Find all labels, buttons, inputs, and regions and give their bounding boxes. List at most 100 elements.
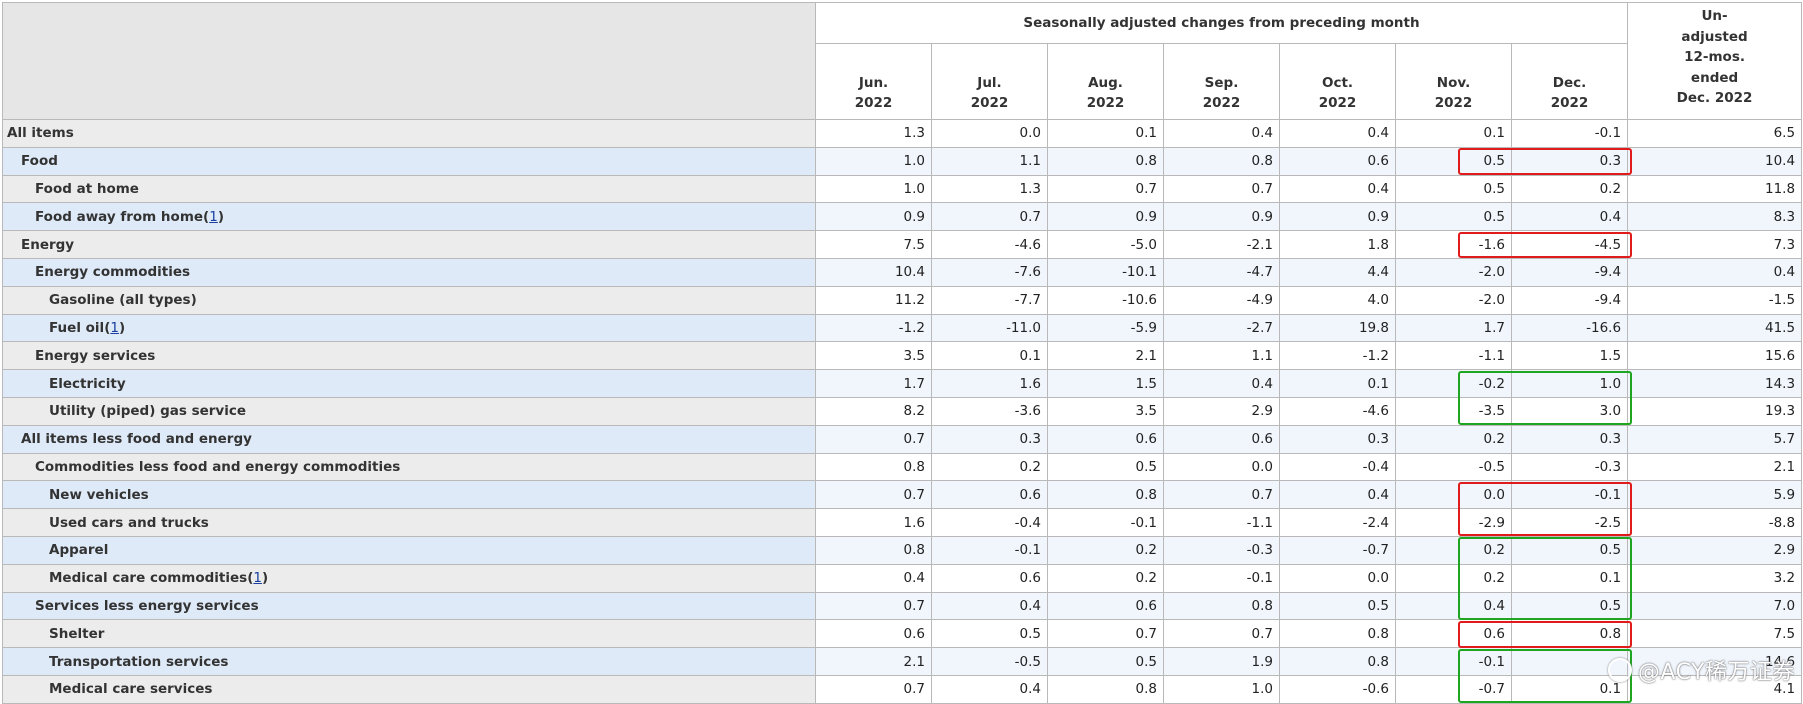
value-cell: 0.5: [1279, 591, 1396, 621]
value-cell: 0.7: [1163, 619, 1280, 649]
row-label: Shelter: [2, 619, 816, 649]
value-cell: 0.8: [1279, 619, 1396, 649]
value-cell: -2.5: [1510, 508, 1629, 537]
value-cell: -10.6: [1047, 285, 1164, 315]
value-cell: 0.0: [1279, 563, 1396, 593]
table-row: Utility (piped) gas service 8.2 -3.6 3.5 2.9…: [2, 396, 1803, 426]
value-cell: 2.1: [1047, 341, 1164, 371]
value-cell: 0.7: [1163, 480, 1280, 510]
value-cell: -0.4: [1279, 452, 1396, 482]
value-cell: -9.4: [1510, 285, 1629, 315]
value-cell: -5.0: [1047, 230, 1164, 259]
month-header: Oct. 2022: [1279, 43, 1396, 120]
table-row: Electricity 1.7 1.6 1.5 0.4 0.1 -0.2 1.0 14.3: [2, 369, 1803, 398]
value-cell: -4.7: [1163, 257, 1280, 287]
value-cell: 0.2: [931, 452, 1048, 482]
unadjusted-cell: 5.7: [1627, 424, 1803, 454]
value-cell: 0.5: [1047, 452, 1164, 482]
value-cell: 7.5: [815, 230, 932, 259]
value-cell: 0.8: [1047, 480, 1164, 510]
month-header: Aug. 2022: [1047, 43, 1164, 120]
footnote-link[interactable]: 1: [110, 319, 119, 336]
value-cell: 1.8: [1279, 230, 1396, 259]
value-cell: -4.6: [931, 230, 1048, 259]
value-cell: 0.7: [815, 591, 932, 621]
value-cell: 0.5: [1395, 202, 1512, 232]
value-cell: -0.2: [1395, 369, 1512, 398]
value-cell: -4.5: [1510, 230, 1629, 259]
value-cell: -11.0: [931, 313, 1048, 343]
value-cell: 0.0: [1395, 480, 1512, 510]
table-row: Apparel 0.8 -0.1 0.2 -0.3 -0.7 0.2 0.5 2.9: [2, 535, 1803, 565]
row-label: Utility (piped) gas service: [2, 396, 816, 426]
table-row: All items less food and energy 0.7 0.3 0.6 0…: [2, 424, 1803, 454]
value-cell: 0.4: [1279, 174, 1396, 204]
value-cell: 0.2: [1395, 563, 1512, 593]
value-cell: -0.1: [1047, 508, 1164, 537]
row-label: Used cars and trucks: [2, 508, 816, 537]
value-cell: -0.3: [1510, 452, 1629, 482]
value-cell: 0.4: [815, 563, 932, 593]
value-cell: -9.4: [1510, 257, 1629, 287]
unadjusted-cell: 5.9: [1627, 480, 1803, 510]
seasonal-group-header: Seasonally adjusted changes from precedi…: [814, 2, 1629, 44]
value-cell: 0.7: [931, 202, 1048, 232]
footnote-link[interactable]: 1: [253, 570, 262, 587]
value-cell: -2.1: [1163, 230, 1280, 259]
unadjusted-cell: 11.8: [1627, 174, 1803, 204]
value-cell: 0.2: [1510, 174, 1629, 204]
value-cell: 0.5: [1510, 591, 1629, 621]
value-cell: 0.6: [931, 480, 1048, 510]
value-cell: 0.1: [1510, 563, 1629, 593]
unadjusted-cell: 15.6: [1627, 341, 1803, 371]
unadjusted-cell: 19.3: [1627, 396, 1803, 426]
value-cell: 0.6: [1395, 619, 1512, 649]
value-cell: 1.0: [815, 174, 932, 204]
table-row: Food away from home(1) 0.9 0.7 0.9 0.9 0.9 0.5…: [2, 202, 1803, 232]
table-row: Energy commodities 10.4 -7.6 -10.1 -4.7 4.4 -2…: [2, 257, 1803, 287]
value-cell: 0.4: [1279, 480, 1396, 510]
value-cell: -0.6: [1279, 674, 1396, 704]
value-cell: 3.0: [1510, 396, 1629, 426]
value-cell: -4.6: [1279, 396, 1396, 426]
table-row: Medical care commodities(1) 0.4 0.6 0.2 -0.1…: [2, 563, 1803, 593]
row-label: New vehicles: [2, 480, 816, 510]
value-cell: 0.4: [1279, 119, 1396, 148]
value-cell: -3.6: [931, 396, 1048, 426]
table-row: Fuel oil(1) -1.2 -11.0 -5.9 -2.7 19.8 1.7 -16.6…: [2, 313, 1803, 343]
value-cell: 0.5: [1047, 647, 1164, 676]
unadjusted-cell: -8.8: [1627, 508, 1803, 537]
unadjusted-cell: 14.3: [1627, 369, 1803, 398]
value-cell: 0.6: [931, 563, 1048, 593]
value-cell: 0.2: [1047, 563, 1164, 593]
value-cell: 0.4: [1163, 369, 1280, 398]
footnote-link[interactable]: 1: [209, 208, 218, 225]
value-cell: -0.7: [1279, 535, 1396, 565]
value-cell: 0.6: [1163, 424, 1280, 454]
value-cell: 0.9: [1163, 202, 1280, 232]
row-label: Energy: [2, 230, 816, 259]
unadjusted-cell: 8.3: [1627, 202, 1803, 232]
value-cell: 2.9: [1163, 396, 1280, 426]
value-cell: 0.7: [1163, 174, 1280, 204]
value-cell: -5.9: [1047, 313, 1164, 343]
row-label: Fuel oil(1): [2, 313, 816, 343]
row-label: All items: [2, 119, 816, 148]
row-label: Transportation services: [2, 647, 816, 676]
row-label: Electricity: [2, 369, 816, 398]
value-cell: 0.3: [1510, 146, 1629, 176]
value-cell: 0.8: [1047, 146, 1164, 176]
value-cell: 0.4: [931, 674, 1048, 704]
value-cell: 1.0: [1510, 369, 1629, 398]
value-cell: 0.6: [1047, 591, 1164, 621]
brand-logo-icon: [1607, 658, 1632, 682]
value-cell: 0.0: [1163, 452, 1280, 482]
row-label: Apparel: [2, 535, 816, 565]
value-cell: 19.8: [1279, 313, 1396, 343]
value-cell: 0.8: [815, 535, 932, 565]
row-label: Food away from home(1): [2, 202, 816, 232]
value-cell: -4.9: [1163, 285, 1280, 315]
value-cell: 1.1: [931, 146, 1048, 176]
unadjusted-cell: 6.5: [1627, 119, 1803, 148]
month-header: Dec. 2022: [1510, 43, 1629, 120]
